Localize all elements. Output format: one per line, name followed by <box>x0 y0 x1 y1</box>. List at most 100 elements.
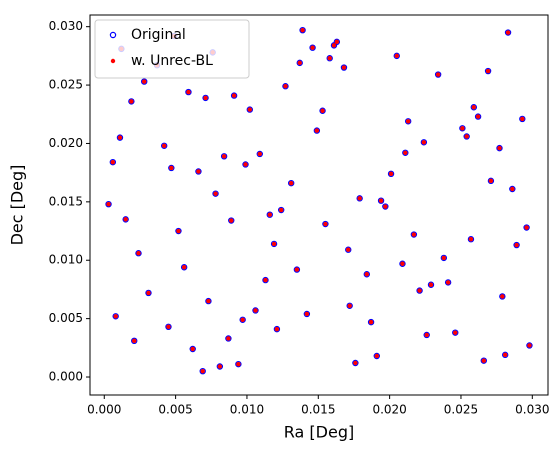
scatter-point <box>331 43 337 48</box>
scatter-point <box>352 359 359 367</box>
scatter-point <box>220 153 228 160</box>
scatter-point <box>347 303 352 308</box>
scatter-point <box>304 311 310 317</box>
scatter-point <box>326 55 333 62</box>
scatter-point <box>247 107 253 112</box>
scatter-point <box>181 265 187 270</box>
scatter-point <box>382 203 389 210</box>
scatter-point <box>116 134 124 141</box>
scatter-point <box>160 142 168 149</box>
scatter-point <box>166 324 171 330</box>
scatter-point <box>106 201 111 207</box>
scatter-point <box>303 310 311 318</box>
scatter-point <box>402 149 409 156</box>
scatter-point <box>334 39 340 45</box>
scatter-point <box>202 94 209 102</box>
scatter-point <box>206 298 211 304</box>
scatter-point <box>300 27 305 33</box>
scatter-point <box>421 140 427 145</box>
scatter-point <box>488 178 494 184</box>
scatter-point <box>142 79 147 84</box>
scatter-point <box>230 92 238 99</box>
scatter-point <box>190 346 195 352</box>
scatter-point <box>378 198 384 203</box>
x-tick-label: 0.020 <box>372 403 406 417</box>
y-axis-label: Dec [Deg] <box>8 165 27 246</box>
scatter-point <box>410 231 418 238</box>
scatter-point <box>217 364 223 369</box>
scatter-point <box>346 247 351 252</box>
scatter-point <box>216 363 224 370</box>
scatter-point <box>403 150 408 155</box>
scatter-point <box>434 71 442 78</box>
scatter-point <box>416 287 423 294</box>
scatter-point <box>278 207 284 213</box>
legend-marker <box>110 58 116 64</box>
scatter-point <box>257 151 262 157</box>
x-tick-label: 0.000 <box>87 403 121 417</box>
scatter-point <box>460 126 465 131</box>
scatter-point <box>368 319 374 325</box>
scatter-point <box>464 134 469 139</box>
scatter-point <box>199 367 206 375</box>
scatter-point <box>310 45 315 50</box>
scatter-point <box>309 44 316 51</box>
scatter-point <box>475 114 481 119</box>
scatter-point <box>228 217 235 224</box>
x-tick-label: 0.005 <box>158 403 192 417</box>
scatter-point <box>212 190 219 197</box>
scatter-point <box>132 338 137 344</box>
scatter-point <box>297 60 302 66</box>
scatter-point <box>117 135 123 140</box>
scatter-point <box>313 127 321 134</box>
scatter-point <box>225 335 232 342</box>
scatter-point <box>383 204 388 209</box>
scatter-point <box>345 246 352 253</box>
scatter-point <box>128 98 135 105</box>
scatter-point <box>122 216 129 223</box>
scatter-point <box>169 165 174 171</box>
scatter-point <box>129 99 134 104</box>
scatter-point <box>229 218 234 223</box>
scatter-point <box>427 281 435 288</box>
scatter-point <box>319 107 326 114</box>
scatter-point <box>330 42 338 49</box>
scatter-point <box>323 221 328 227</box>
scatter-point <box>283 84 288 89</box>
scatter-point <box>226 336 231 341</box>
scatter-point <box>239 316 246 323</box>
scatter-point <box>240 317 245 322</box>
scatter-point <box>340 64 348 71</box>
scatter-point <box>357 196 362 201</box>
scatter-point <box>423 331 430 339</box>
legend-label: w. Unrec-BL <box>131 53 213 69</box>
scatter-point <box>322 220 329 228</box>
scatter-point <box>168 164 175 172</box>
scatter-point <box>471 105 477 110</box>
scatter-point <box>510 186 515 192</box>
scatter-point <box>200 368 205 374</box>
scatter-point <box>367 318 375 326</box>
scatter-point <box>364 272 369 277</box>
scatter-point <box>299 26 306 34</box>
scatter-point <box>231 93 237 98</box>
scatter-point <box>441 255 447 261</box>
scatter-point <box>256 150 263 158</box>
scatter-point <box>131 337 138 345</box>
y-tick-label: 0.030 <box>49 19 83 33</box>
scatter-point <box>411 232 417 237</box>
scatter-point <box>136 251 141 256</box>
scatter-point <box>523 224 530 231</box>
scatter-point <box>263 277 268 283</box>
scatter-point <box>266 211 273 218</box>
scatter-point <box>175 227 182 235</box>
scatter-point <box>277 206 285 214</box>
scatter-point <box>320 108 325 113</box>
scatter-point <box>394 53 399 59</box>
scatter-point <box>428 282 434 287</box>
scatter-point <box>176 228 181 234</box>
scatter-point <box>252 307 259 314</box>
scatter-point <box>485 68 491 74</box>
scatter-point <box>484 67 492 75</box>
scatter-point <box>520 116 525 122</box>
